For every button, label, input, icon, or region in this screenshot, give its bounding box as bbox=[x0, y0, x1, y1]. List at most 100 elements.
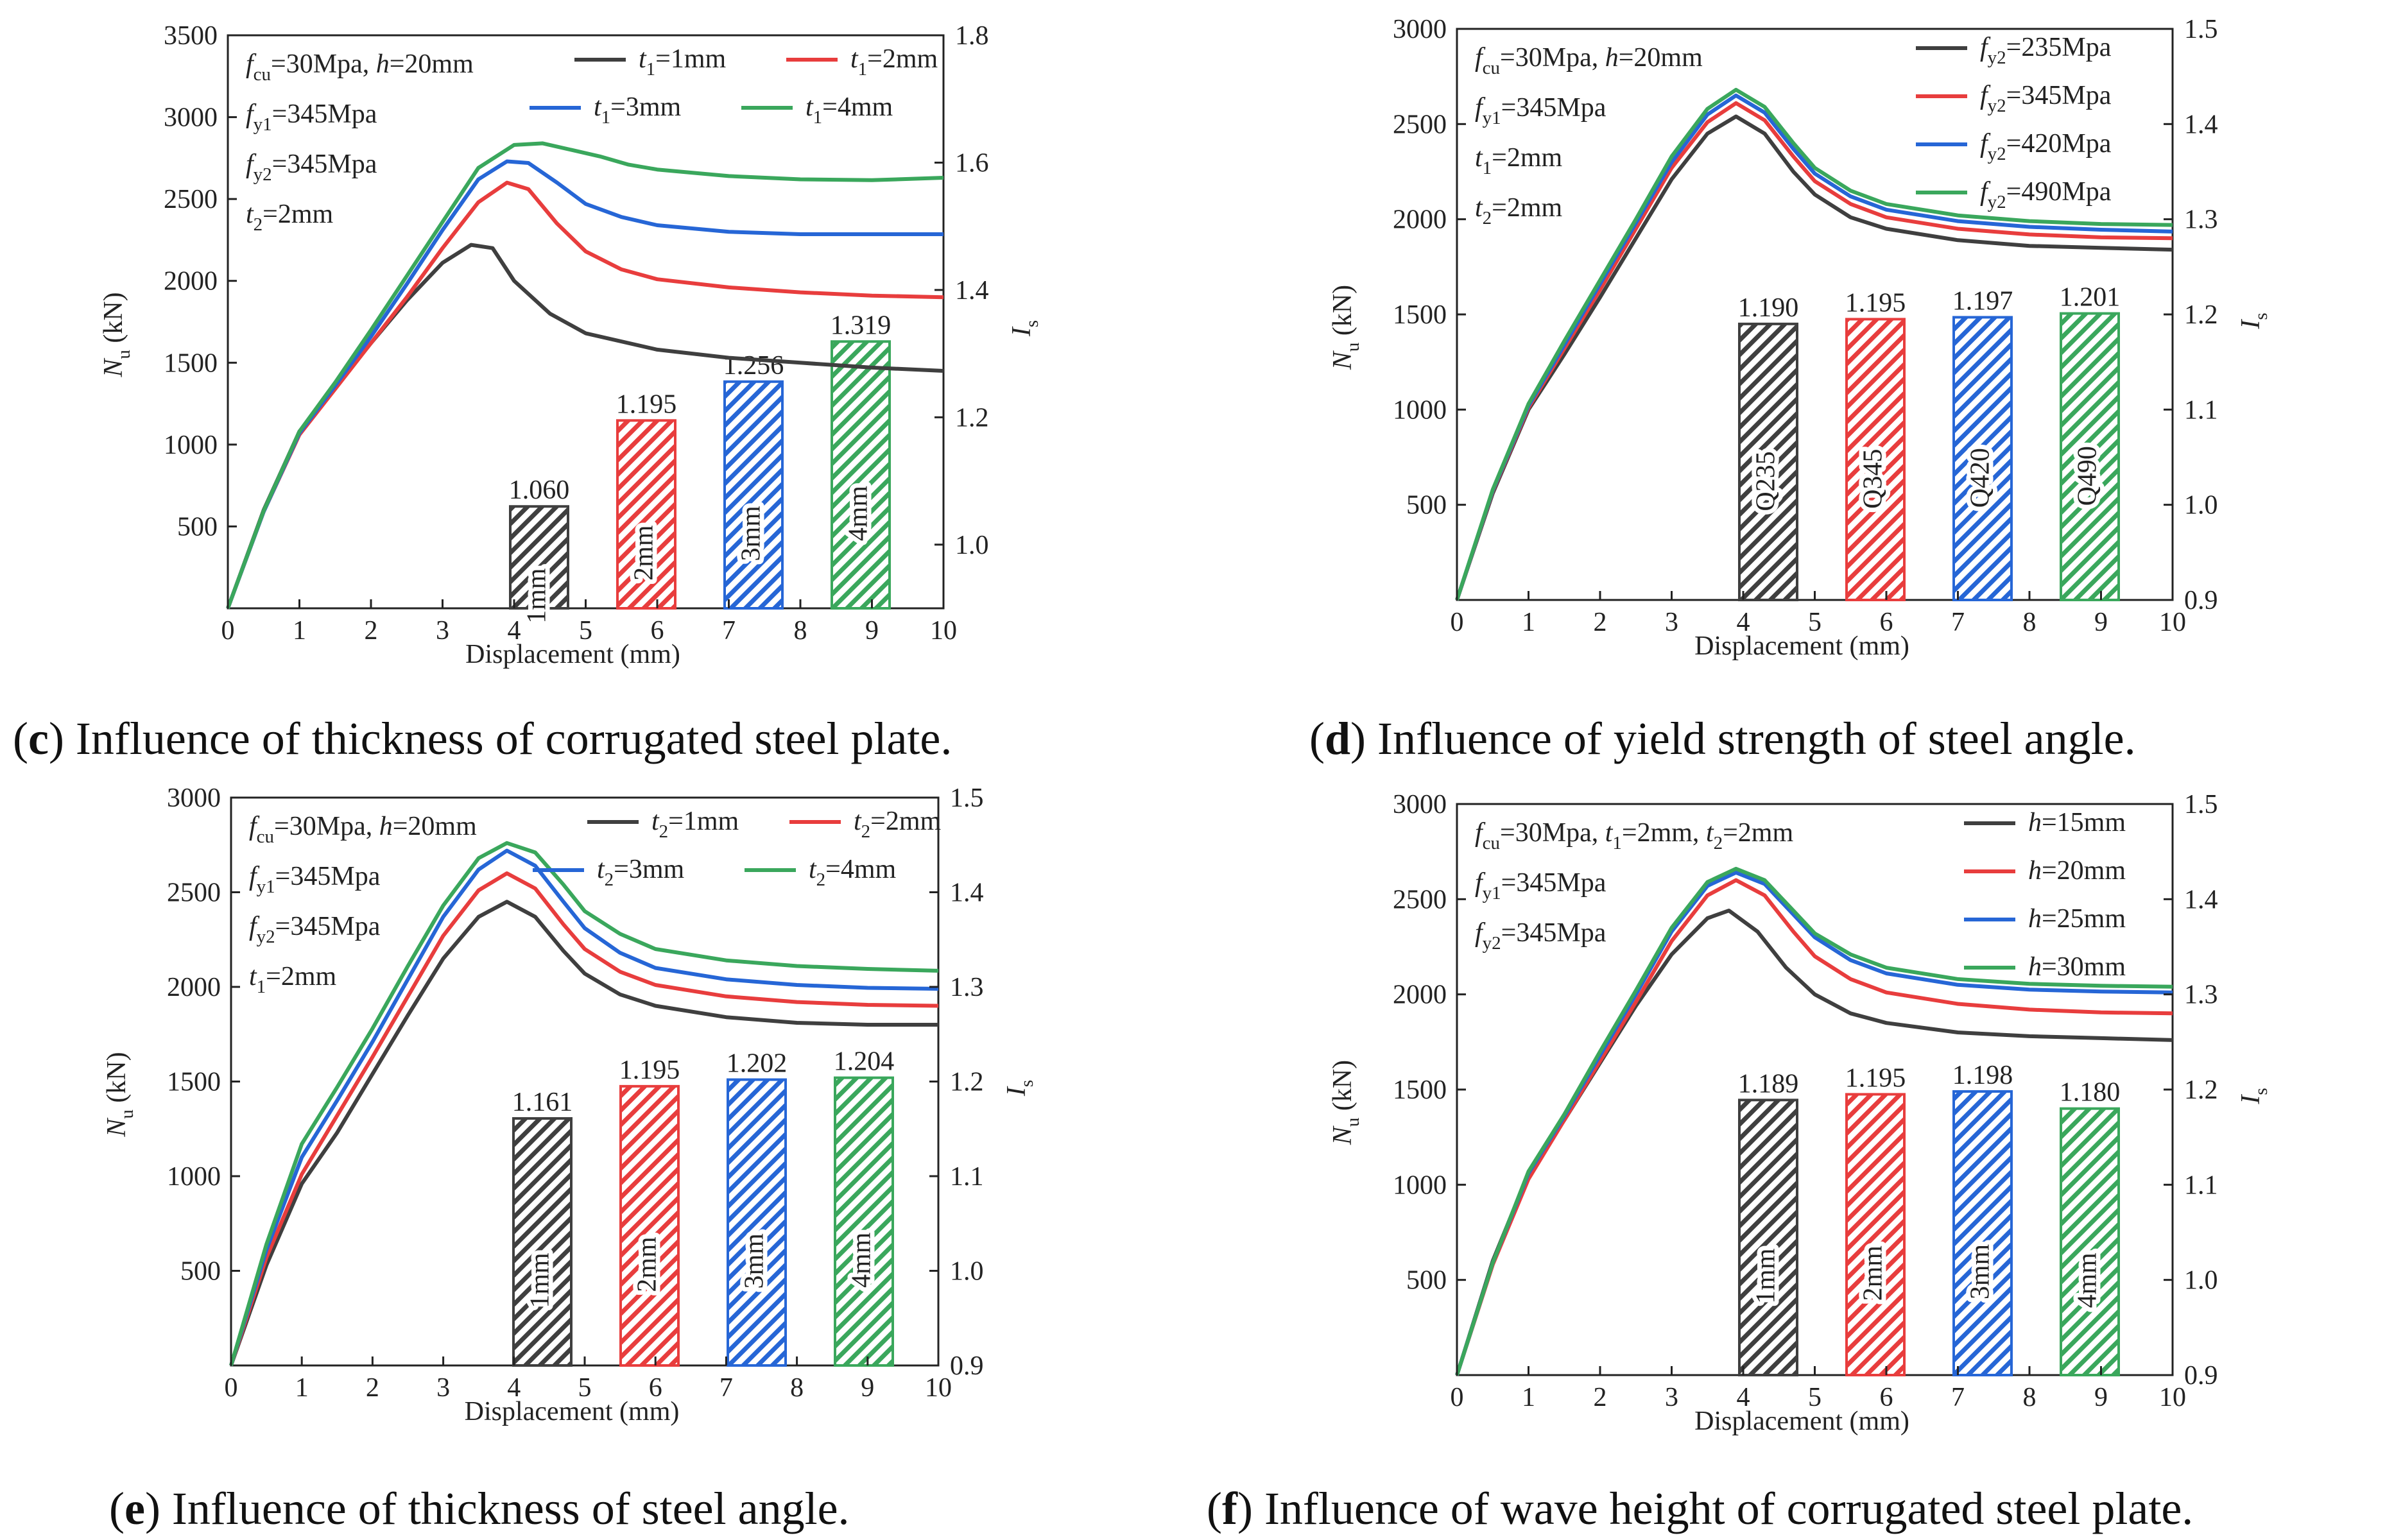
legend-entry-4: fy2=490Mpa bbox=[1980, 177, 2112, 212]
y-right-axis-label: Is bbox=[1007, 320, 1042, 337]
x-tick-label: 3 bbox=[1665, 608, 1678, 637]
x-tick-label: 2 bbox=[365, 616, 378, 646]
series-line-2 bbox=[229, 871, 939, 1366]
bar-Q345 bbox=[1845, 318, 1906, 601]
panel-e: 1.161 1mm 1.195 2mm 1.202 3mm 1.204 4mm 0 1 2 3 4 5 6 7… bbox=[102, 783, 1037, 1534]
legend-entry-2: t1=2mm bbox=[850, 44, 938, 80]
param-annotation: fcu=30Mpa, t1=2mm, t2=2mm bbox=[1475, 818, 1793, 853]
bar-2mm bbox=[616, 419, 676, 610]
y-right-tick-label: 1.5 bbox=[2184, 15, 2218, 44]
legend-entry-4: h=30mm bbox=[2028, 952, 2126, 982]
x-tick-label: 4 bbox=[1737, 1383, 1750, 1412]
panel-caption: (d) Influence of yield strength of steel… bbox=[1309, 713, 2136, 764]
legend-entry-1: t2=1mm bbox=[651, 807, 739, 842]
bar-value-label: 1.060 bbox=[509, 475, 570, 505]
bar-3mm bbox=[727, 1078, 787, 1367]
series-line-4 bbox=[1455, 866, 2173, 1376]
bar-value-label: 1.256 bbox=[723, 351, 784, 381]
x-tick-label: 3 bbox=[1665, 1383, 1678, 1412]
y-right-tick-label: 1.1 bbox=[2184, 395, 2218, 425]
x-tick-label: 0 bbox=[1451, 608, 1464, 637]
y-right-tick-label: 1.3 bbox=[2184, 205, 2218, 235]
bar-category-label: Q420 bbox=[1966, 448, 1995, 508]
y-right-tick-label: 1.5 bbox=[950, 783, 984, 813]
param-annotation: t2=2mm bbox=[246, 200, 334, 235]
y-left-tick-label: 1500 bbox=[167, 1068, 221, 1097]
bar-1mm bbox=[509, 505, 569, 610]
x-tick-label: 8 bbox=[2023, 608, 2037, 637]
x-tick-label: 7 bbox=[1951, 1383, 1965, 1412]
y-right-axis-label: Is bbox=[1002, 1080, 1037, 1097]
bar-category-label: Q235 bbox=[1752, 451, 1781, 511]
y-left-tick-label: 1500 bbox=[1393, 300, 1447, 330]
y-left-axis-label: Nu (kN) bbox=[1328, 1060, 1363, 1145]
bar-3mm bbox=[1952, 1090, 2013, 1376]
y-left-tick-label: 2000 bbox=[167, 973, 221, 1002]
x-tick-label: 0 bbox=[221, 616, 235, 646]
x-tick-label: 10 bbox=[2159, 608, 2186, 637]
y-right-tick-label: 1.4 bbox=[955, 276, 989, 305]
series-line-4 bbox=[226, 141, 944, 610]
x-tick-label: 5 bbox=[1808, 608, 1822, 637]
y-right-tick-label: 1.4 bbox=[2184, 885, 2218, 914]
panel-caption: (e) Influence of thickness of steel angl… bbox=[109, 1483, 850, 1534]
bar-category-label: 4mm bbox=[844, 486, 874, 542]
x-tick-label: 1 bbox=[1522, 1383, 1535, 1412]
y-right-tick-label: 1.1 bbox=[2184, 1170, 2218, 1200]
x-tick-label: 6 bbox=[1880, 1383, 1893, 1412]
series-line-1 bbox=[1455, 114, 2173, 601]
y-left-tick-label: 1000 bbox=[164, 431, 218, 460]
legend-entry-2: h=20mm bbox=[2028, 856, 2126, 886]
legend-entry-1: h=15mm bbox=[2028, 808, 2126, 837]
y-right-tick-label: 1.2 bbox=[950, 1068, 984, 1097]
y-left-tick-label: 2000 bbox=[1393, 205, 1447, 235]
param-annotation: fcu=30Mpa, h=20mm bbox=[249, 812, 477, 847]
bar-category-label: 1mm bbox=[526, 1253, 555, 1308]
bar-value-label: 1.189 bbox=[1738, 1069, 1799, 1099]
y-left-tick-label: 500 bbox=[1406, 1266, 1447, 1296]
bar-value-label: 1.195 bbox=[616, 389, 677, 419]
x-tick-label: 6 bbox=[651, 616, 664, 646]
y-left-tick-label: 2000 bbox=[164, 267, 218, 296]
y-left-tick-label: 3500 bbox=[164, 21, 218, 51]
bar-value-label: 1.195 bbox=[619, 1056, 680, 1085]
bar-Q420 bbox=[1952, 316, 2013, 601]
y-right-tick-label: 1.3 bbox=[950, 973, 984, 1002]
y-left-tick-label: 1500 bbox=[164, 348, 218, 378]
x-tick-label: 0 bbox=[225, 1373, 238, 1403]
bar-2mm bbox=[619, 1084, 680, 1367]
x-tick-label: 2 bbox=[366, 1373, 379, 1403]
x-tick-label: 9 bbox=[861, 1373, 874, 1403]
series-line-1 bbox=[229, 900, 938, 1366]
y-left-tick-label: 3000 bbox=[167, 783, 221, 813]
y-left-tick-label: 2000 bbox=[1393, 980, 1447, 1010]
bar-4mm bbox=[831, 340, 891, 610]
x-tick-label: 8 bbox=[2023, 1383, 2037, 1412]
y-left-tick-label: 1000 bbox=[1393, 395, 1447, 425]
x-tick-label: 8 bbox=[790, 1373, 804, 1403]
bar-category-label: Q345 bbox=[1859, 449, 1888, 509]
legend-entry-3: fy2=420Mpa bbox=[1980, 129, 2112, 164]
x-tick-label: 10 bbox=[925, 1373, 952, 1403]
legend-entry-1: t1=1mm bbox=[639, 44, 727, 80]
y-right-tick-label: 1.8 bbox=[955, 21, 989, 51]
bar-value-label: 1.190 bbox=[1738, 293, 1799, 323]
series-line-3 bbox=[229, 848, 939, 1366]
x-tick-label: 10 bbox=[930, 616, 957, 646]
x-tick-label: 5 bbox=[578, 1373, 592, 1403]
y-left-tick-label: 2500 bbox=[1393, 110, 1447, 139]
bar-value-label: 1.180 bbox=[2060, 1078, 2121, 1108]
x-tick-label: 7 bbox=[722, 616, 736, 646]
y-right-tick-label: 1.0 bbox=[950, 1257, 984, 1287]
y-left-axis-label: Nu (kN) bbox=[99, 292, 134, 377]
y-left-tick-label: 500 bbox=[180, 1257, 221, 1287]
bar-category-label: Q490 bbox=[2073, 446, 2103, 506]
x-tick-label: 2 bbox=[1594, 608, 1607, 637]
bar-category-label: 3mm bbox=[1966, 1244, 1995, 1299]
x-tick-label: 6 bbox=[649, 1373, 662, 1403]
bar-category-label: 1mm bbox=[522, 568, 552, 624]
y-left-tick-label: 1000 bbox=[167, 1162, 221, 1192]
param-annotation: fy1=345Mpa bbox=[249, 862, 381, 897]
